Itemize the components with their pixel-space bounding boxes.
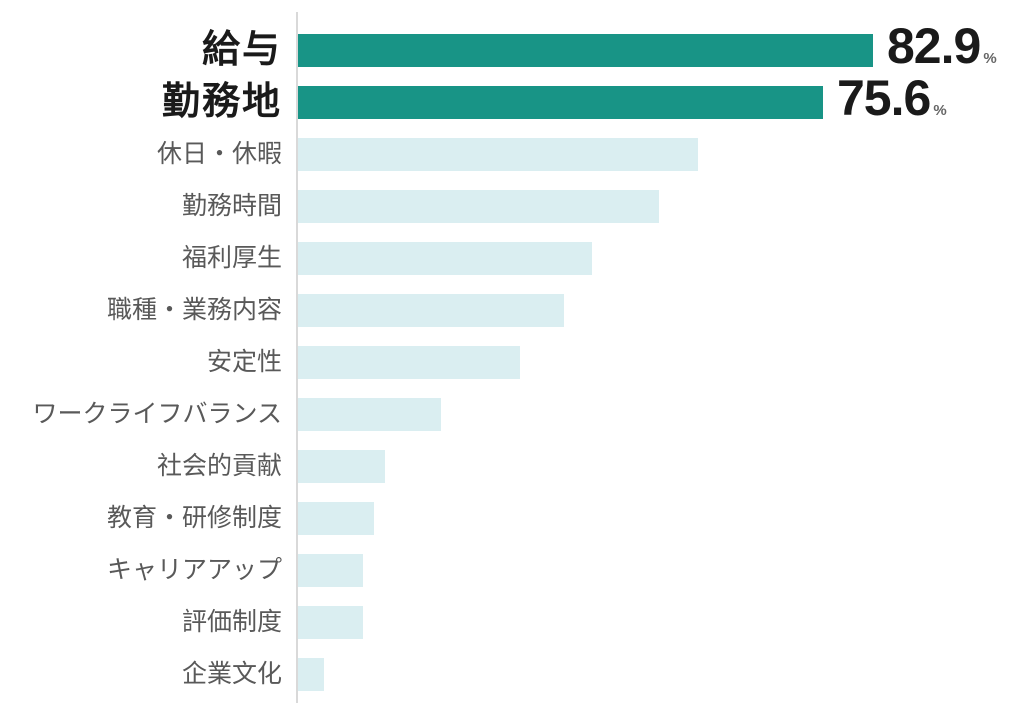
bar-row: 企業文化 <box>0 648 1024 700</box>
bar <box>298 241 592 275</box>
bar-row: 勤務時間 <box>0 180 1024 232</box>
y-axis-line <box>296 12 298 703</box>
percent-sign: % <box>933 102 947 119</box>
bar-area <box>296 232 1024 284</box>
bar <box>298 501 374 535</box>
bar-row: キャリアアップ <box>0 544 1024 596</box>
bar-area <box>296 440 1024 492</box>
bar-row: 安定性 <box>0 336 1024 388</box>
bar-area <box>296 128 1024 180</box>
bar-area: 75.6 % <box>296 73 1024 128</box>
bar <box>298 605 363 639</box>
category-label: 休日・休暇 <box>156 139 282 168</box>
bar <box>298 397 441 431</box>
bar-row: 勤務地 75.6 % <box>0 73 1024 128</box>
bar-area <box>296 544 1024 596</box>
category-label: 給与 <box>201 29 282 71</box>
bar <box>298 345 520 379</box>
bar-area <box>296 388 1024 440</box>
value-number: 82.9 <box>887 18 981 74</box>
bar-row: 給与 82.9 % <box>0 21 1024 76</box>
category-label: ワークライフバランス <box>32 399 282 428</box>
value-label: 82.9 % <box>887 21 997 71</box>
category-label: 職種・業務内容 <box>106 295 282 324</box>
category-label: 安定性 <box>206 347 282 376</box>
bar-area <box>296 596 1024 648</box>
bar <box>298 293 564 327</box>
category-label: 社会的貢献 <box>156 451 282 480</box>
value-number: 75.6 <box>837 70 931 126</box>
bar-rows-container: 給与 82.9 % 勤務地 75.6 % 休日・休暇 <box>0 21 1024 700</box>
bar <box>298 85 823 119</box>
bar-row: ワークライフバランス <box>0 388 1024 440</box>
bar <box>298 33 873 67</box>
bar <box>298 189 659 223</box>
bar-row: 福利厚生 <box>0 232 1024 284</box>
bar <box>298 657 324 691</box>
bar-area <box>296 180 1024 232</box>
bar-area: 82.9 % <box>296 21 1024 76</box>
category-label: キャリアアップ <box>106 555 282 584</box>
category-label: 企業文化 <box>181 659 282 688</box>
bar-area <box>296 336 1024 388</box>
bar <box>298 137 698 171</box>
category-label: 勤務時間 <box>181 191 282 220</box>
bar <box>298 553 363 587</box>
bar-row: 教育・研修制度 <box>0 492 1024 544</box>
value-label: 75.6 % <box>837 73 947 123</box>
category-label: 評価制度 <box>181 607 282 636</box>
category-label: 福利厚生 <box>181 243 282 272</box>
category-label: 教育・研修制度 <box>106 503 282 532</box>
bar-area <box>296 284 1024 336</box>
bar-row: 休日・休暇 <box>0 128 1024 180</box>
category-label: 勤務地 <box>161 81 282 123</box>
percent-sign: % <box>983 50 997 67</box>
bar-area <box>296 492 1024 544</box>
bar-row: 職種・業務内容 <box>0 284 1024 336</box>
bar-area <box>296 648 1024 700</box>
bar-row: 社会的貢献 <box>0 440 1024 492</box>
bar-row: 評価制度 <box>0 596 1024 648</box>
bar <box>298 449 385 483</box>
